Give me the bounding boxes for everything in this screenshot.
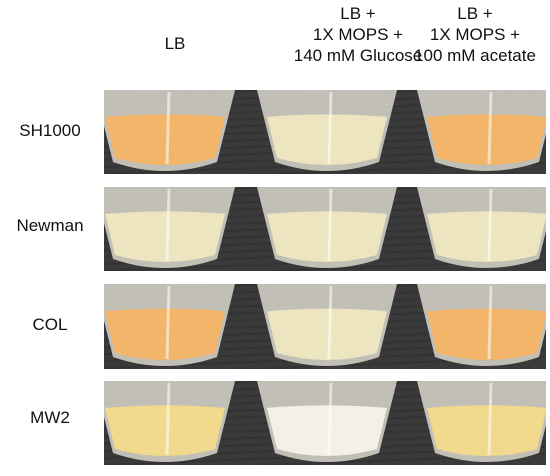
column-header-line: LB + — [340, 4, 376, 23]
column-header-acetate: LB + 1X MOPS + 100 mM acetate — [400, 3, 550, 66]
tube-photo-svg — [104, 90, 546, 174]
tube-photo-mw2 — [104, 381, 546, 465]
tube-yellow — [417, 381, 546, 462]
tube-photo-col — [104, 284, 546, 369]
row-label-sh1000: SH1000 — [19, 121, 81, 140]
column-header-line: 140 mM Glucose — [293, 46, 423, 65]
tube-photo-svg — [104, 284, 546, 369]
tube-cream — [257, 90, 397, 171]
column-header-glucose: LB + 1X MOPS + 140 mM Glucose — [268, 3, 448, 66]
tube-cream — [257, 187, 397, 268]
tube-photo-newman — [104, 187, 546, 271]
tube-orange — [104, 90, 235, 171]
column-header-line: LB + — [457, 4, 493, 23]
column-header-line: 100 mM acetate — [414, 46, 536, 65]
row-label-col: COL — [32, 315, 68, 334]
row-label-mw2: MW2 — [30, 408, 70, 427]
row-label-newman: Newman — [16, 216, 84, 235]
column-header-lb: LB — [120, 33, 230, 54]
tube-cream — [417, 187, 546, 268]
column-header-line: 1X MOPS + — [312, 25, 404, 44]
tube-orange — [104, 284, 235, 366]
tube-cream — [104, 187, 235, 268]
tube-yellow — [104, 381, 235, 462]
tube-orange — [417, 90, 546, 171]
tube-orange — [417, 284, 546, 366]
tube-white — [257, 381, 397, 462]
tube-photo-svg — [104, 187, 546, 271]
column-header-line: 1X MOPS + — [429, 25, 521, 44]
tube-photo-svg — [104, 381, 546, 465]
tube-cream — [257, 284, 397, 366]
column-header-line: LB — [164, 34, 186, 53]
tube-photo-sh1000 — [104, 90, 546, 174]
